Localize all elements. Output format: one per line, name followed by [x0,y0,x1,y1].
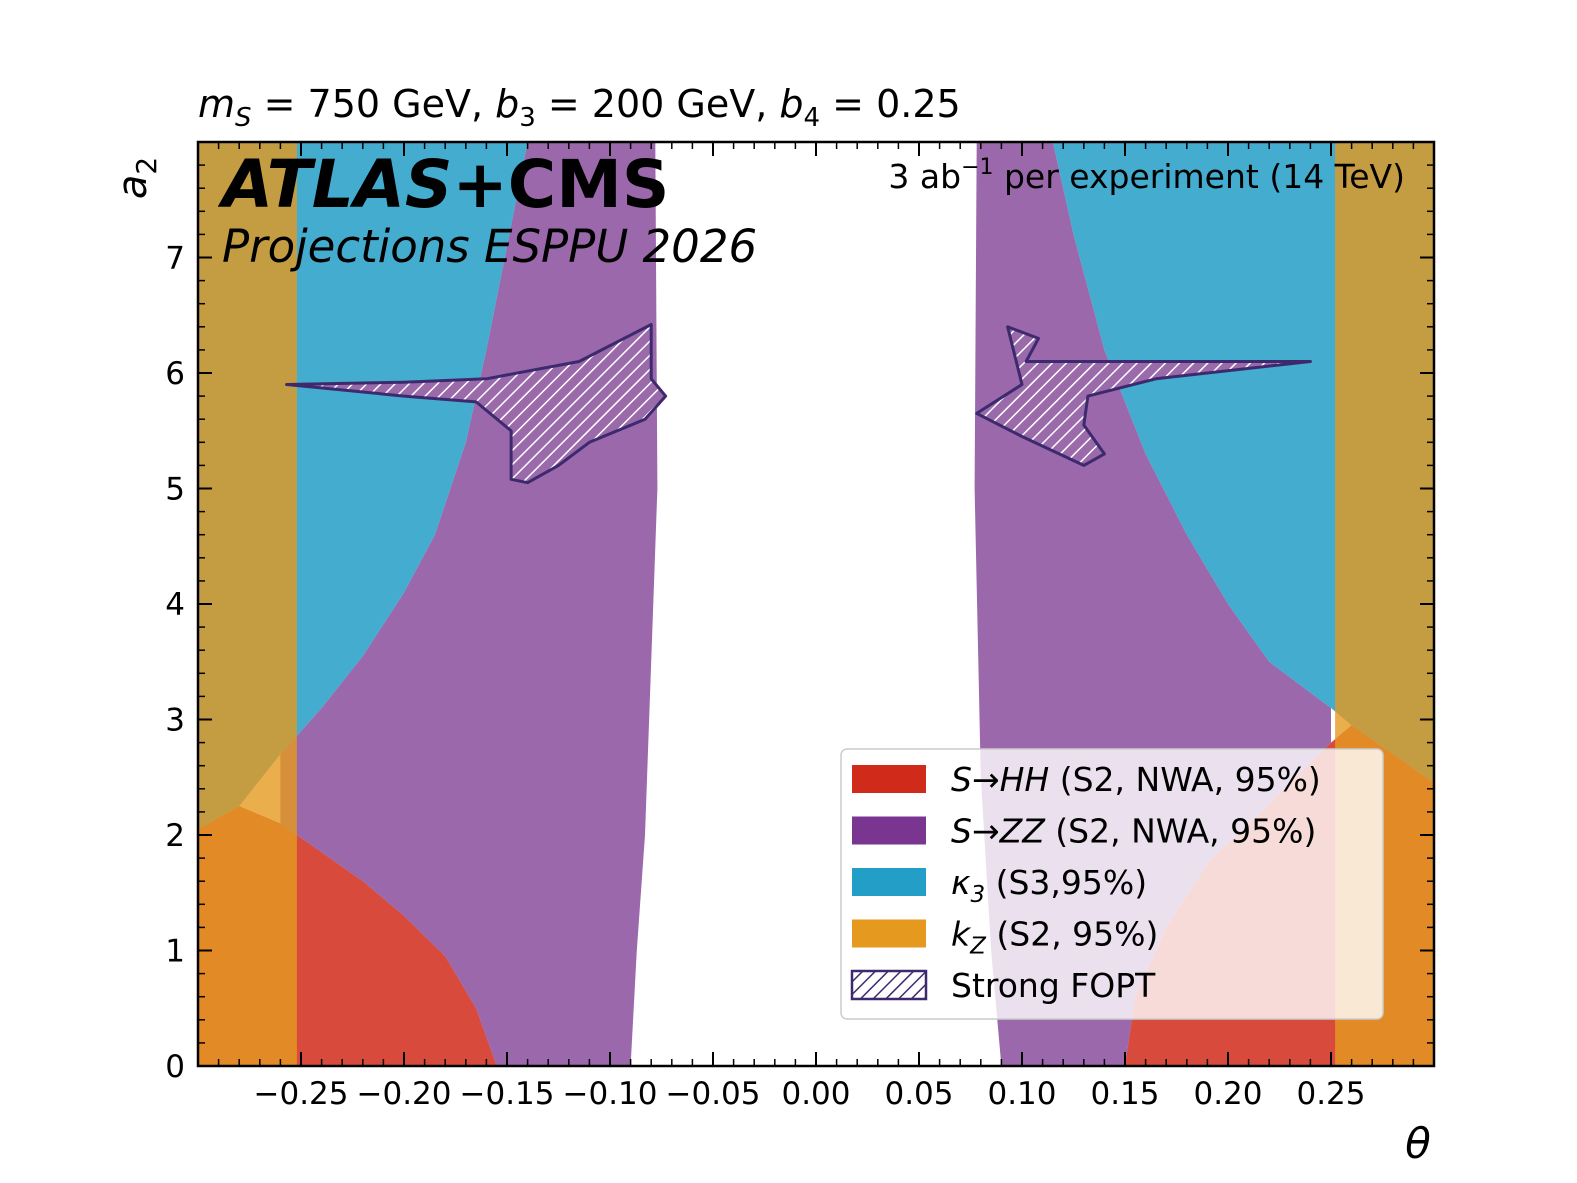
axis-ticks: −0.25 −0.20 −0.15 −0.10 −0.05 0.00 0.05 0.10 0.1… [165,142,1434,1112]
legend-box [840,748,1384,1020]
strong-fopt-region-1 [285,323,668,485]
legend-swatch [852,919,926,948]
legend-swatch [852,765,926,793]
x-tick-label: 0.20 [1193,1076,1262,1112]
y-tick-label: 6 [165,356,185,392]
x-tick-label: −0.20 [357,1076,452,1112]
x-tick-label: 0.25 [1296,1076,1365,1112]
x-tick-label: −0.25 [254,1076,349,1112]
legend: S→HH (S2, NWA, 95%) S→ZZ (S2, NWA, 95%) κ3… [840,748,1384,1020]
y-tick-label: 4 [165,587,185,623]
chart-title: mS = 750 GeV, b3 = 200 GeV, b4 = 0.25 [198,82,961,133]
y-axis-label: a2 [110,157,163,199]
strong-fopt-region-2 [975,325,1312,467]
x-tick-label: −0.05 [666,1076,761,1112]
legend-label: S→ZZ (S2, NWA, 95%) [951,812,1316,851]
luminosity-label: 3 ab−1 per experiment (14 TeV) [888,155,1405,196]
y-tick-label: 1 [165,934,185,970]
legend-label: Strong FOPT [951,966,1156,1005]
y-tick-label: 5 [165,472,185,508]
legend-swatch [852,816,926,845]
x-tick-label: −0.15 [460,1076,555,1112]
x-tick-label: 0.00 [781,1076,850,1112]
x-tick-label: 0.05 [884,1076,953,1112]
legend-label: kZ (S2, 95%) [951,915,1158,960]
y-tick-label: 0 [165,1049,185,1085]
legend-swatch [850,969,928,1001]
plot-area [198,142,1434,1066]
y-tick-label: 3 [165,703,185,739]
x-tick-label: 0.15 [1090,1076,1159,1112]
y-tick-label: 7 [165,241,185,277]
legend-label: κ3 (S3,95%) [951,863,1147,908]
x-axis-label: θ [1405,1119,1431,1168]
x-tick-label: −0.10 [563,1076,658,1112]
y-tick-label: 2 [165,818,185,854]
legend-label: S→HH (S2, NWA, 95%) [951,760,1321,799]
x-tick-label: 0.10 [987,1076,1056,1112]
projection-label: Projections ESPPU 2026 [222,220,757,273]
experiment-label: ATLAS+CMS [217,146,669,223]
kz-region-1 [198,142,297,1066]
legend-swatch [852,868,926,896]
